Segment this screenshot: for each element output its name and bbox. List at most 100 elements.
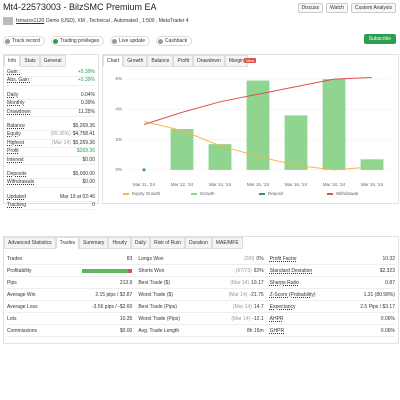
stats-right bbox=[82, 268, 133, 274]
tab[interactable]: Balance bbox=[147, 55, 174, 67]
header-button[interactable]: Discuss bbox=[297, 3, 324, 13]
info-row: Interest $0.00 bbox=[7, 157, 95, 165]
stats-note: (Mar 14) bbox=[231, 315, 251, 322]
tab[interactable]: Duration bbox=[184, 237, 212, 249]
stats-value: 0.06% bbox=[380, 327, 395, 334]
badge-label: Cashback bbox=[165, 38, 188, 44]
tab[interactable]: Stats bbox=[20, 55, 40, 67]
stats-row: Profitability Shorts Won (67/73) 92% Standar… bbox=[7, 265, 395, 277]
info-value: Mar 19 at 02:46 bbox=[59, 193, 95, 200]
badge-icon bbox=[158, 38, 164, 44]
tab[interactable]: Drawdown bbox=[193, 55, 225, 67]
tab[interactable]: MAE/MFE bbox=[211, 237, 243, 249]
info-value: $269.36 bbox=[76, 148, 95, 155]
account-details: Demo (USD), XM , Technical , Automated ,… bbox=[46, 18, 189, 24]
bar bbox=[170, 129, 194, 170]
info-label: Daily bbox=[7, 91, 19, 98]
line bbox=[143, 77, 373, 125]
y-tick-label: 2% bbox=[115, 137, 122, 142]
stats-tabs: Advanced Statistics Trades Summary Hourly Da… bbox=[4, 237, 243, 249]
new-badge: New bbox=[244, 58, 257, 63]
header-button[interactable]: Watch bbox=[326, 3, 349, 13]
stats-label: Lots bbox=[7, 315, 17, 322]
stats-right: (67/73) 92% bbox=[236, 268, 264, 274]
stats-value: 8h 16m bbox=[246, 327, 264, 334]
info-right: 11.25% bbox=[78, 109, 95, 116]
tab[interactable]: General bbox=[39, 55, 66, 67]
badge-icon bbox=[5, 38, 10, 44]
stats-value: 10.35 bbox=[119, 315, 133, 322]
info-right: +5.39% bbox=[78, 69, 95, 76]
stats-right: 1.31 (80.98%) bbox=[364, 292, 395, 298]
stats-value: 1.31 (80.98%) bbox=[363, 291, 395, 298]
stats-cell: Z-Score (Probability) 1.31 (80.98%) bbox=[270, 292, 395, 298]
bar bbox=[246, 80, 270, 170]
page-title: Mt4-22573003 - BilzSMC Premium EA bbox=[3, 2, 157, 12]
info-label: Profit bbox=[7, 148, 19, 155]
stats-cell: Commissions $0.00 bbox=[7, 328, 132, 334]
y-tick-label: 6% bbox=[115, 76, 122, 81]
info-value: $0.00 bbox=[82, 156, 95, 163]
chart: 0% 2% 4% 6% Mar 11, '24 Mar 12, '24 Mar 14, '2… bbox=[115, 76, 391, 196]
info-right: 0.04% bbox=[81, 92, 95, 99]
tab[interactable]: Hourly bbox=[108, 237, 131, 249]
tab[interactable]: Summary bbox=[79, 237, 109, 249]
bar bbox=[322, 79, 346, 170]
badge: Trading privileges bbox=[50, 36, 105, 46]
info-right: $0.00 bbox=[82, 179, 95, 186]
stats-cell: Sharpe Ratio 0.87 bbox=[270, 280, 395, 286]
info-right: $5,000.00 bbox=[73, 171, 95, 178]
user[interactable]: fxmarxs1120 bbox=[16, 18, 45, 24]
stats-cell: Average Loss -3.56 pips / -$2.60 bbox=[7, 304, 132, 310]
stats-right: 213.9 bbox=[120, 280, 133, 286]
stats-label: Z-Score (Probability) bbox=[269, 291, 316, 298]
tab[interactable]: Daily bbox=[130, 237, 151, 249]
stats-row: Average Win 2.15 pips / $2.87 Worst Trade … bbox=[7, 289, 395, 301]
stats-label: Expectancy bbox=[269, 303, 296, 310]
tab[interactable]: Chart bbox=[103, 55, 124, 67]
stats-right: -3.56 pips / -$2.60 bbox=[92, 304, 132, 310]
stats-row: Trades 83 Longs Won (0/0) 0% Profit Factor 10.… bbox=[7, 253, 395, 265]
tab[interactable]: Profit bbox=[173, 55, 194, 67]
tab[interactable]: Trades bbox=[55, 237, 80, 249]
y-tick-label: 0% bbox=[115, 167, 122, 172]
tab[interactable]: Risk of Ruin bbox=[150, 237, 185, 249]
badges: Track record Trading privileges Live updat… bbox=[3, 36, 193, 46]
stats-value: $2.323 bbox=[379, 267, 395, 274]
tab[interactable]: Advanced Statistics bbox=[4, 237, 56, 249]
info-label: Interest bbox=[7, 156, 24, 163]
info-label: Withdrawals bbox=[7, 179, 35, 186]
subscribe-button[interactable]: Subscribe bbox=[363, 34, 396, 44]
info-row: Profit $269.36 bbox=[7, 148, 95, 157]
stats-right: 8h 16m bbox=[247, 328, 264, 334]
tab[interactable]: Growth bbox=[123, 55, 148, 67]
stats-cell: Lots 10.35 bbox=[7, 316, 132, 322]
info-right: (99.36%) $4,758.41 bbox=[50, 131, 95, 138]
header-button[interactable]: Custom Analysis bbox=[351, 3, 396, 13]
info-row: Highest (Mar 14) $5,269.36 bbox=[7, 140, 95, 149]
stats-label: Profit Factor bbox=[269, 255, 297, 262]
stats-value: -21.75 bbox=[249, 291, 264, 298]
info-panel: Info Stats General Gain : +5.39% Abs. Gain :… bbox=[3, 54, 99, 211]
badge: Cashback bbox=[156, 36, 193, 46]
tab[interactable]: Info bbox=[4, 55, 21, 67]
legend-swatch bbox=[123, 193, 129, 195]
stats-label: Best Trade (Pips) bbox=[138, 303, 177, 310]
info-right: +5.39% bbox=[78, 77, 95, 84]
info-value: $0.00 bbox=[82, 179, 95, 186]
info-row: Drawdown 11.25% bbox=[7, 109, 95, 117]
info-label: Balance bbox=[7, 122, 26, 129]
info-label: Abs. Gain : bbox=[7, 77, 32, 84]
info-right: 0 bbox=[92, 202, 95, 209]
stats-right: 2.15 pips / $2.87 bbox=[95, 292, 132, 298]
stats-value: -3.56 pips / -$2.60 bbox=[92, 303, 133, 310]
info-row: Equity (99.36%) $4,758.41 bbox=[7, 131, 95, 140]
legend-swatch bbox=[191, 193, 197, 195]
stats-value: 19.17 bbox=[251, 279, 264, 286]
info-label: Tracking bbox=[7, 202, 26, 209]
stats-row: Commissions $0.00 Avg. Trade Length 8h 16m G… bbox=[7, 325, 395, 337]
stats-value: 2.5 Pips / $3.17 bbox=[360, 303, 395, 310]
stats-right: 2.5 Pips / $3.17 bbox=[360, 304, 395, 310]
x-tick-label: Mar 16, '24 bbox=[285, 182, 308, 187]
